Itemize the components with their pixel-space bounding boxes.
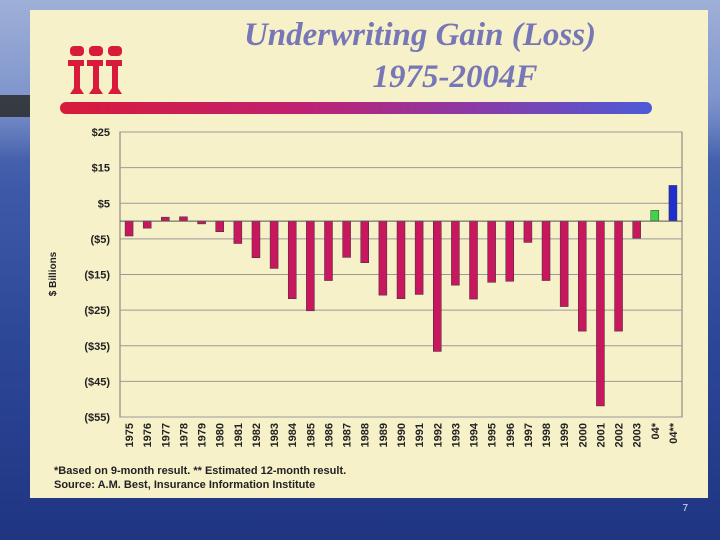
x-tick-label: 1995 [487,423,499,447]
bar-1990 [396,220,406,299]
bar-1996 [505,220,515,282]
iii-logo [68,46,122,94]
bar-1997 [523,220,533,243]
x-tick-label: 2003 [632,423,644,447]
chart-title: Underwriting Gain (Loss) 1975-2004F [170,14,670,98]
bar-04* [650,210,660,222]
bar-1985 [306,220,315,312]
x-tick-label: 1978 [178,423,190,447]
bar-1994 [469,220,478,300]
x-tick-label: 1994 [469,422,481,447]
title-underline [60,102,652,114]
bar-1987 [342,220,351,258]
bar-1976 [142,220,152,229]
x-tick-label: 04** [668,422,680,444]
bar-1981 [233,220,243,244]
bar-1983 [269,220,279,269]
x-tick-label: 1977 [160,423,172,447]
bar-1975 [124,220,134,237]
y-tick-label: ($25) [84,305,110,317]
bar-1982 [251,220,261,259]
title-line-2: 1975-2004F [372,59,538,95]
y-tick-label: $15 [92,163,110,175]
x-tick-label: 2000 [577,423,589,447]
x-tick-label: 1983 [269,423,281,447]
bar-1999 [559,220,569,307]
bar-1988 [360,220,369,263]
bar-1993 [451,220,460,286]
slide: Underwriting Gain (Loss) 1975-2004F $25 $… [30,10,708,498]
x-tick-label: 1988 [360,423,372,447]
x-tick-label: 1990 [396,423,408,447]
x-tick-label: 1992 [432,423,444,447]
y-axis-label: $ Billions [48,251,59,296]
bar-1992 [433,220,442,352]
bar-1989 [378,220,388,296]
x-tick-label: 1979 [197,423,209,447]
x-tick-label: 1999 [559,423,571,447]
x-tick-label: 1976 [142,423,154,447]
x-tick-label: 1980 [215,423,227,447]
bar-04** [668,185,678,222]
x-tick-label: 1984 [287,422,299,447]
x-tick-label: 1991 [414,423,426,447]
bar-1995 [487,220,496,283]
bar-2001 [596,220,605,407]
bar-1978 [179,216,188,222]
y-tick-label: ($45) [84,376,110,388]
x-tick-label: 1975 [124,423,136,447]
bar-chart: $25 $15 $5 ($5) ($15) ($25) ($35) ($45) ($55) $ B… [48,127,683,447]
x-tick-label: 1996 [505,423,517,447]
x-tick-label: 1985 [305,423,317,447]
x-tick-label: 2001 [595,423,607,447]
x-tick-label: 1997 [523,423,535,447]
y-tick-label: ($35) [84,341,110,353]
x-tick-label: 2002 [614,423,626,447]
y-tick-label: $25 [92,127,110,139]
y-tick-label: ($5) [90,234,110,246]
footnote-source: Source: A.M. Best, Insurance Information… [54,479,316,491]
bar-1977 [161,216,170,222]
y-tick-label: $5 [98,198,110,210]
bar-1998 [541,220,551,281]
x-tick-label: 1989 [378,423,390,447]
y-tick-label: ($55) [84,412,110,424]
bar-2003 [632,220,641,239]
bar-2000 [578,220,587,332]
x-tick-label: 1981 [233,423,245,447]
x-tick-label: 1987 [342,423,354,447]
y-tick-label: ($15) [84,270,110,282]
page-number: 7 [682,503,688,514]
x-tick-label: 1993 [450,423,462,447]
bar-1980 [215,220,224,232]
bar-2002 [614,220,623,332]
bar-1984 [287,220,297,299]
title-line-1: Underwriting Gain (Loss) [243,17,597,53]
x-tick-label: 1982 [251,423,263,447]
x-tick-label: 1998 [541,423,553,447]
bar-1991 [414,220,424,295]
x-tick-label: 04* [650,422,662,439]
bar-1986 [324,220,333,281]
x-tick-label: 1986 [323,423,335,447]
footnote-basis: *Based on 9-month result. ** Estimated 1… [54,465,347,477]
footnote: *Based on 9-month result. ** Estimated 1… [54,464,346,492]
